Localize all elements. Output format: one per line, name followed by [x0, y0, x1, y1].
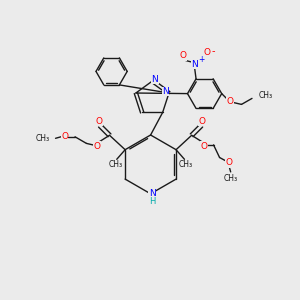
Text: N: N	[191, 60, 198, 69]
Text: O: O	[179, 52, 186, 61]
Text: N: N	[152, 75, 158, 84]
Text: O: O	[226, 98, 234, 106]
Text: O: O	[94, 142, 101, 151]
Text: N: N	[162, 87, 169, 96]
Text: O: O	[200, 142, 208, 151]
Text: CH₃: CH₃	[35, 134, 50, 143]
Text: CH₃: CH₃	[259, 91, 273, 100]
Text: +: +	[198, 56, 204, 64]
Text: CH₃: CH₃	[224, 174, 238, 183]
Text: CH₃: CH₃	[179, 160, 193, 169]
Text: O: O	[96, 117, 103, 126]
Text: N: N	[149, 189, 155, 198]
Text: O: O	[226, 158, 233, 167]
Text: -: -	[212, 46, 215, 56]
Text: CH₃: CH₃	[108, 160, 122, 169]
Text: O: O	[203, 49, 210, 58]
Text: O: O	[61, 132, 68, 141]
Text: H: H	[149, 197, 155, 206]
Text: O: O	[198, 117, 206, 126]
